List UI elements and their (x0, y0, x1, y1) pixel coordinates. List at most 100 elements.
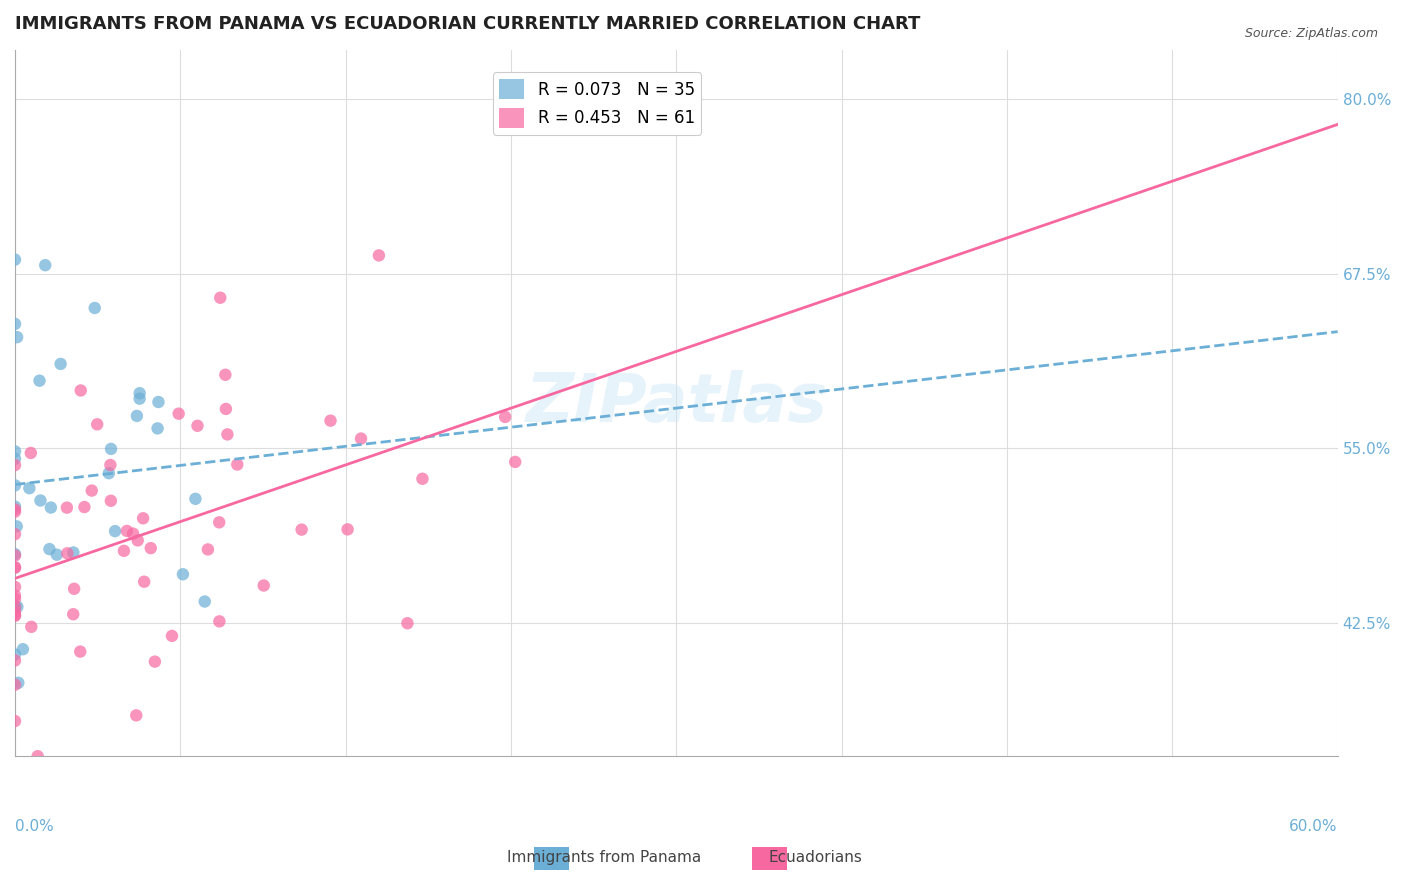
Point (30, 493, 52, 508)
Point (38, 542, 60, 557)
Point (73, 500, 96, 514)
Point (49, 357, 72, 371)
Point (125, 708, 148, 723)
Point (4, 451, 27, 466)
Point (63, 582, 86, 596)
Point (4, 547, 27, 561)
Point (134, 574, 156, 589)
Point (7, 676, 30, 690)
Point (4, 505, 27, 519)
Point (6, 519, 28, 533)
Point (411, 472, 433, 486)
Point (104, 524, 127, 538)
Point (336, 522, 359, 536)
Point (396, 616, 419, 631)
Point (34, 258, 56, 272)
Point (194, 594, 217, 608)
Point (350, 432, 373, 446)
Point (4, 527, 27, 541)
Point (4, 714, 27, 728)
Point (4, 648, 27, 662)
Point (4, 589, 27, 603)
Point (184, 491, 207, 506)
Point (132, 511, 155, 525)
Point (27, 749, 49, 764)
Text: 0.0%: 0.0% (15, 819, 53, 834)
Point (146, 421, 169, 435)
Point (4, 599, 27, 614)
Point (100, 442, 122, 456)
Point (20, 446, 42, 460)
Point (122, 526, 145, 541)
Point (4, 607, 27, 622)
Point (4, 653, 27, 667)
Point (39, 500, 62, 515)
Point (100, 493, 122, 508)
Point (186, 418, 208, 433)
Point (226, 458, 249, 472)
Point (62, 607, 84, 622)
Point (115, 524, 138, 538)
Text: Immigrants from Panama: Immigrants from Panama (508, 850, 702, 865)
Point (69, 644, 91, 658)
Point (6, 599, 28, 614)
Point (4, 502, 27, 516)
Point (4, 444, 27, 458)
Point (128, 392, 150, 406)
Point (139, 541, 162, 556)
Point (80, 483, 103, 498)
Point (28, 374, 51, 388)
Text: 60.0%: 60.0% (1289, 819, 1337, 834)
Point (11, 642, 34, 657)
Point (97, 466, 120, 480)
Point (208, 615, 231, 629)
Point (208, 516, 231, 530)
Text: IMMIGRANTS FROM PANAMA VS ECUADORIAN CURRENTLY MARRIED CORRELATION CHART: IMMIGRANTS FROM PANAMA VS ECUADORIAN CUR… (15, 15, 921, 33)
Point (214, 368, 236, 382)
Point (20, 620, 42, 634)
Point (4, 458, 27, 472)
Point (127, 533, 149, 548)
Point (4, 608, 27, 623)
Point (197, 542, 219, 557)
Point (494, 409, 516, 424)
Point (4, 317, 27, 331)
Point (4, 561, 27, 575)
Point (4, 560, 27, 574)
Legend: R = 0.073   N = 35, R = 0.453   N = 61: R = 0.073 N = 35, R = 0.453 N = 61 (492, 72, 702, 135)
Point (167, 407, 190, 421)
Point (56, 546, 79, 560)
Point (62, 545, 84, 559)
Point (4, 478, 27, 492)
Point (4, 252, 27, 267)
Point (209, 291, 232, 305)
Point (4, 678, 27, 692)
Point (69, 384, 91, 398)
Point (143, 655, 166, 669)
Point (4, 591, 27, 606)
Point (217, 427, 239, 442)
Point (83, 301, 105, 315)
Text: ZIPatlas: ZIPatlas (526, 370, 827, 436)
Point (319, 414, 342, 428)
Point (4, 500, 27, 514)
Point (6, 330, 28, 344)
Point (56, 500, 79, 515)
Point (253, 578, 276, 592)
Point (86, 417, 108, 432)
Text: Ecuadorians: Ecuadorians (769, 850, 862, 865)
Point (4, 580, 27, 594)
Point (148, 395, 170, 409)
Point (503, 455, 526, 469)
Point (45, 548, 67, 562)
Point (128, 386, 150, 401)
Point (291, 523, 314, 537)
Point (4, 605, 27, 619)
Text: Source: ZipAtlas.com: Source: ZipAtlas.com (1244, 27, 1378, 40)
Point (125, 409, 148, 423)
Point (172, 567, 194, 582)
Point (112, 544, 135, 558)
Point (215, 401, 238, 416)
Point (100, 458, 122, 472)
Point (367, 248, 389, 262)
